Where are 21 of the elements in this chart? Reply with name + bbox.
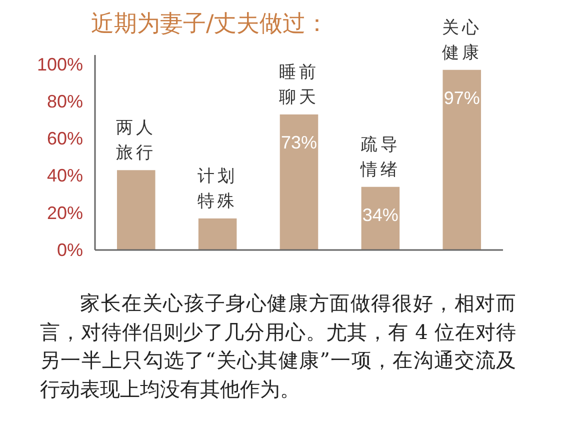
y-tick-label: 80% bbox=[46, 91, 83, 112]
bar bbox=[280, 114, 318, 250]
chart-title: 近期为妻子/丈夫做过： bbox=[91, 11, 329, 37]
x-tick-label: 两人旅行 bbox=[116, 118, 156, 164]
y-tick-label: 0% bbox=[56, 240, 83, 260]
x-tick-label: 睡前聊天 bbox=[279, 62, 319, 108]
data-label: 73% bbox=[280, 132, 318, 152]
bar bbox=[442, 70, 482, 250]
bar bbox=[116, 170, 156, 250]
text: 家长在关心孩子身心健康方面做得很好，相对而言，对待伴侣则少了几分用心。尤其，有 4 位在对待另一半上只勾选了“关心其健康”一项，在沟通交流及行动表现上均没有其他作为。 bbox=[40, 290, 516, 403]
data-label: 34% bbox=[362, 204, 398, 225]
x-tick-label: 关心健康 bbox=[442, 18, 482, 63]
y-tick-label: 40% bbox=[46, 166, 83, 186]
y-tick-label: 20% bbox=[46, 202, 83, 223]
bar bbox=[198, 218, 237, 250]
y-tick-label: 60% bbox=[46, 128, 83, 149]
data-label: 97% bbox=[444, 88, 480, 108]
bar bbox=[361, 186, 400, 250]
y-tick-label: 100% bbox=[36, 54, 83, 74]
x-tick-label: 疏导情绪 bbox=[359, 134, 400, 180]
x-tick-label: 计划特殊 bbox=[198, 166, 238, 212]
